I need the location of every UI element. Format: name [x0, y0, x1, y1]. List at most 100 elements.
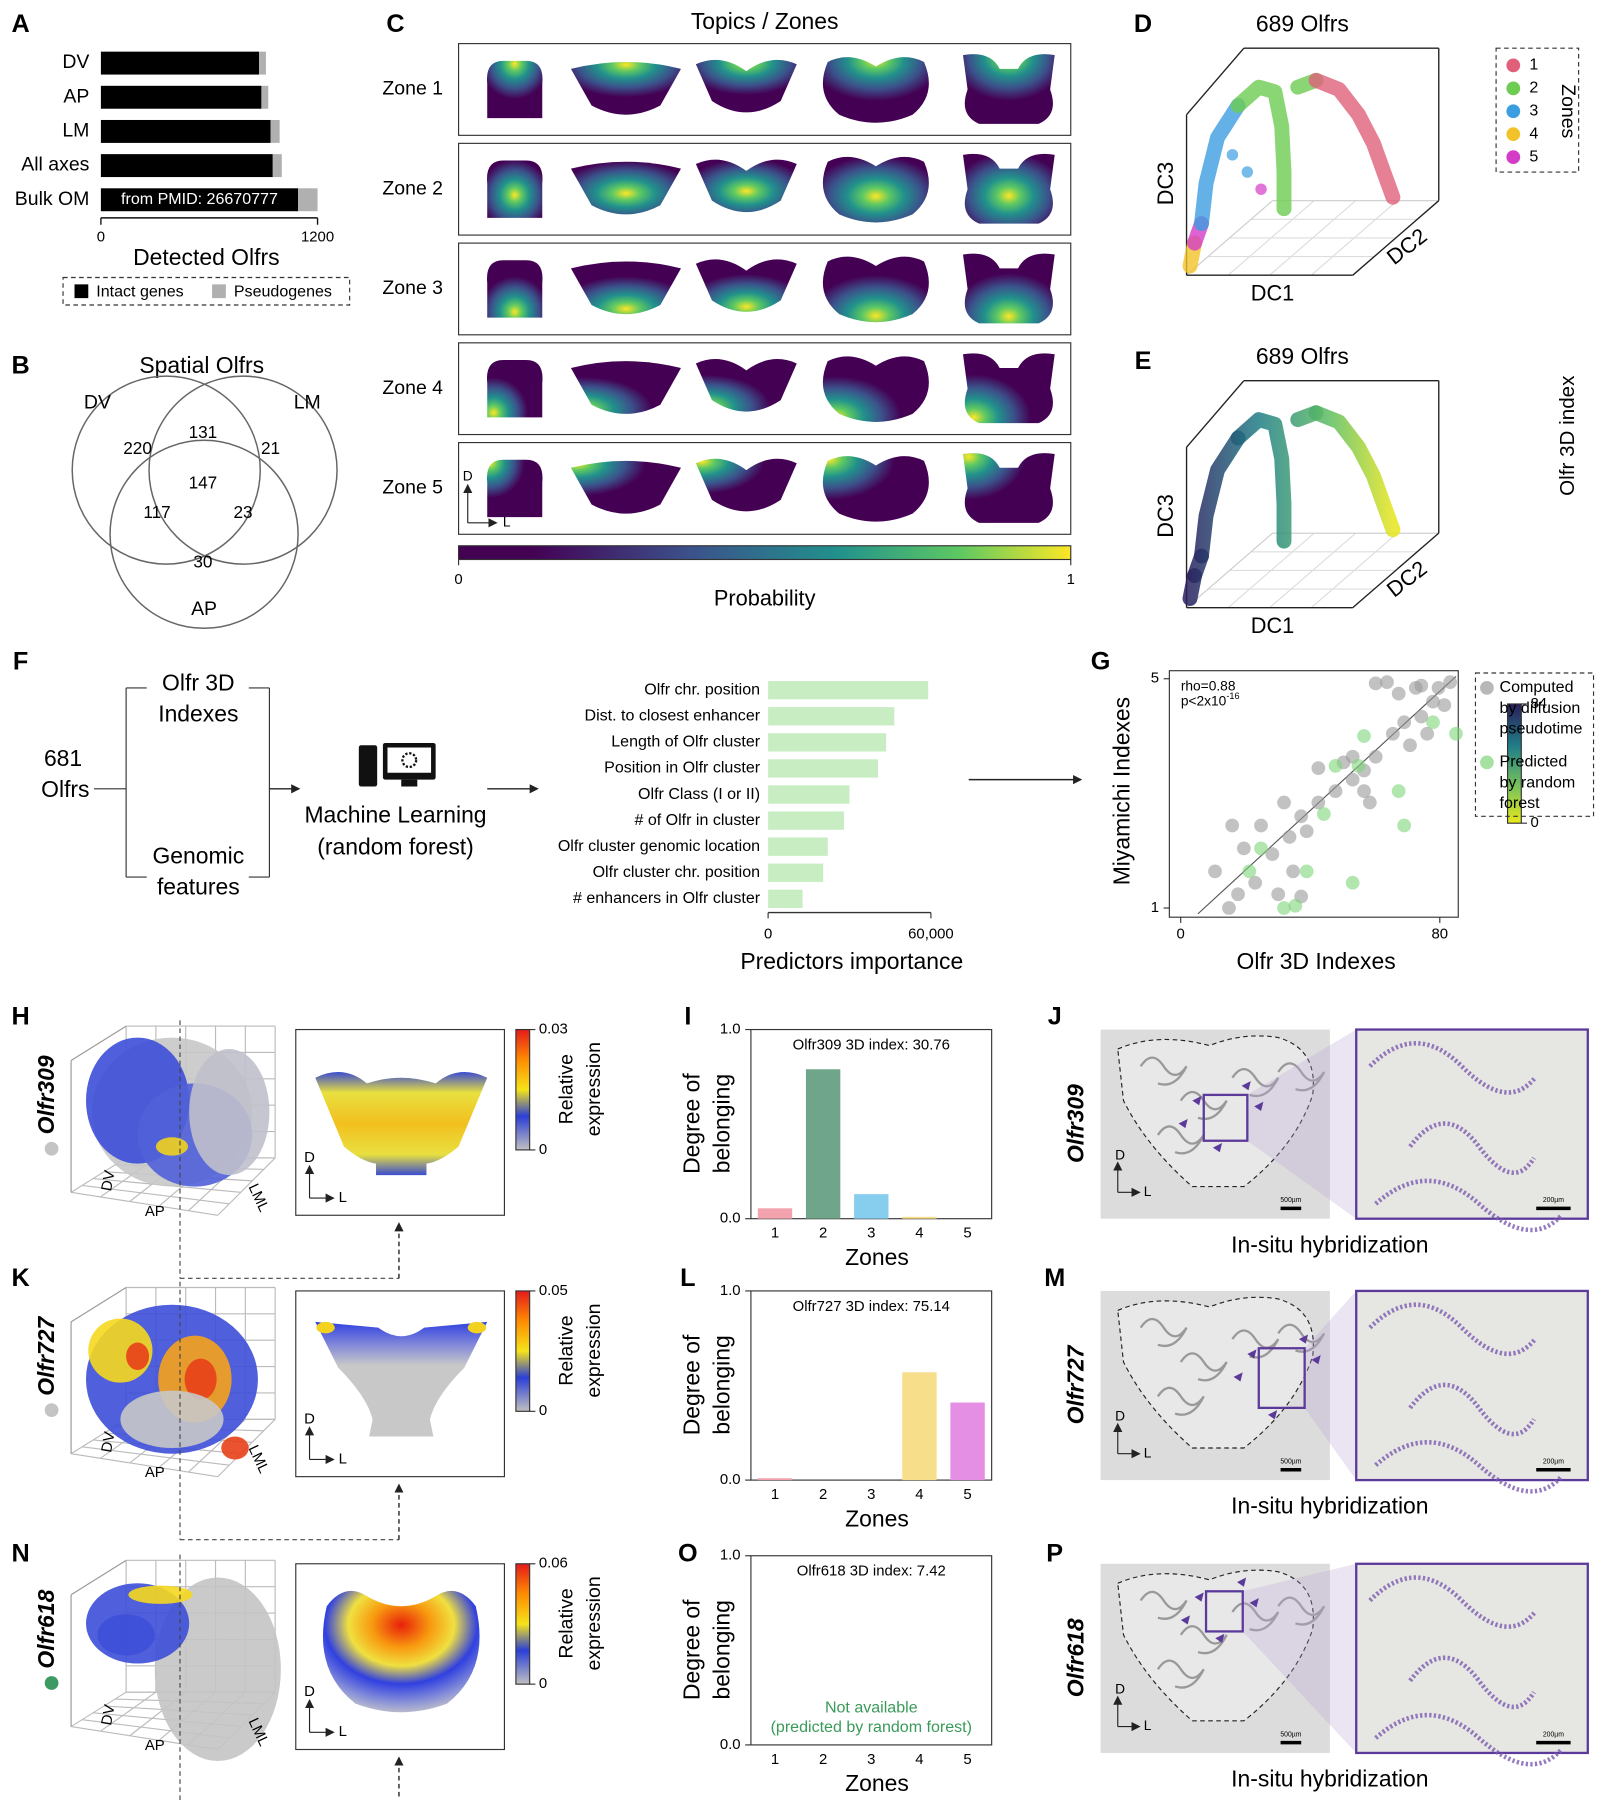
point: [1328, 784, 1343, 798]
axis-letter: D: [1115, 1682, 1125, 1697]
arrowhead-marker: [1178, 1118, 1188, 1129]
legend-label: 5: [1529, 147, 1538, 165]
ish-zoom-image: [1355, 1562, 1589, 1755]
point-cloud: [1308, 72, 1401, 205]
point: [1357, 784, 1371, 798]
turbinate: [1179, 1090, 1228, 1121]
x-tick-label: 3: [867, 1226, 875, 1242]
cube-edge: [1352, 532, 1440, 609]
turbinate: [1139, 1056, 1188, 1086]
zone-map: [486, 360, 543, 418]
arrowhead-marker: [1192, 1096, 1202, 1106]
colorbar-label: expression: [583, 1303, 605, 1397]
zone-map: [486, 160, 543, 218]
legend-label: Computed: [1500, 678, 1574, 696]
stained-band: [1408, 1655, 1536, 1710]
bar-segment: [100, 119, 271, 143]
axis-letter: L: [1144, 1445, 1152, 1460]
category-label: LM: [62, 120, 89, 142]
y-tick-label: 0.0: [720, 1472, 741, 1488]
expression-blob: [184, 1358, 217, 1400]
legend-label: Pseudogenes: [234, 283, 332, 301]
x-tick-label: 1200: [301, 229, 334, 245]
colorbar-tick: 84: [1530, 696, 1547, 712]
y-tick-label: 1.0: [720, 1548, 741, 1564]
zone-map: [570, 361, 681, 414]
point: [1271, 887, 1286, 902]
panel-letter: E: [1135, 347, 1152, 375]
title: 689 Olfrs: [1256, 343, 1349, 369]
legend-label: by diffusion: [1500, 699, 1581, 717]
panel-letter: J: [1048, 1003, 1062, 1031]
region-count: 30: [193, 551, 212, 571]
computer-icon: [387, 747, 432, 773]
category-label: DV: [62, 51, 89, 73]
zone-map: [822, 57, 929, 123]
point: [1362, 795, 1377, 810]
point: [1316, 807, 1331, 821]
zone-map: [822, 356, 929, 422]
bar-segment: [100, 85, 262, 109]
arrowhead-marker: [1236, 1577, 1247, 1587]
gene-label: Olfr618: [33, 1589, 59, 1668]
bar-segment: [100, 51, 260, 75]
zone-map: [695, 59, 797, 113]
axis-label: LML: [245, 1182, 272, 1215]
x-tick-label: 60,000: [908, 926, 954, 942]
colorbar-label: Relative: [556, 1315, 578, 1385]
set-label: LM: [294, 392, 321, 414]
grid: [70, 1287, 127, 1323]
axis-label: DC1: [1251, 613, 1295, 638]
panel-letter: M: [1044, 1264, 1065, 1292]
expression-blob: [316, 1321, 335, 1334]
axis-label: DV: [99, 1169, 118, 1192]
point: [1397, 818, 1412, 833]
x-tick-label: 80: [1432, 926, 1449, 942]
axis-letter: D: [304, 1150, 315, 1166]
point: [1420, 726, 1435, 741]
stained-band: [1368, 1302, 1537, 1357]
x-tick-label: 5: [963, 1226, 971, 1242]
region-count: 23: [233, 502, 252, 522]
zone-map: [486, 260, 543, 318]
zone-label: Zone 3: [382, 277, 443, 299]
bar: [768, 863, 824, 882]
point: [1254, 841, 1268, 856]
caption: In-situ hybridization: [1231, 1766, 1428, 1792]
zone-map: [570, 161, 681, 215]
zone-map: [963, 353, 1055, 424]
axis-label: AP: [145, 1204, 165, 1220]
arrowhead-marker: [1267, 1410, 1278, 1420]
zone-map: [486, 459, 543, 518]
turbinate: [1277, 1596, 1326, 1626]
venn-set: [109, 439, 299, 630]
point-cloud: [1308, 405, 1401, 538]
point: [1345, 772, 1360, 787]
note: Not available: [825, 1698, 918, 1716]
colorbar-label: Olfr 3D index: [1556, 375, 1579, 496]
legend-title: Zones: [1557, 84, 1579, 138]
arrowhead-marker: [1247, 1349, 1257, 1359]
point: [1385, 726, 1400, 741]
zone-map: [695, 159, 797, 213]
venn-set: [71, 375, 261, 565]
zone-map: [822, 256, 929, 323]
zoom-box: [1202, 1093, 1249, 1142]
point: [1426, 715, 1440, 730]
x-tick-label: 5: [963, 1752, 971, 1768]
point: [1299, 864, 1314, 879]
expression-blob: [189, 1049, 270, 1176]
legend-box: [1495, 47, 1580, 173]
cube-edge: [1186, 380, 1245, 448]
annotation: from PMID: 26670777: [121, 190, 278, 208]
point: [1311, 761, 1326, 776]
x-tick-label: 0: [97, 229, 105, 245]
axis-letter: D: [1115, 1409, 1125, 1424]
colorbar-label: expression: [583, 1576, 605, 1670]
bar: [757, 1478, 793, 1481]
plot-frame: [750, 1028, 993, 1220]
point: [1368, 676, 1383, 691]
point: [1277, 795, 1291, 810]
colorbar: [1506, 703, 1522, 824]
turbinate: [1277, 1062, 1326, 1092]
